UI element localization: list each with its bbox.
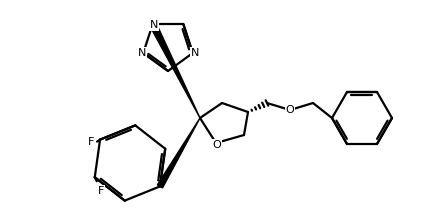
Polygon shape [158,118,200,188]
Text: N: N [149,20,158,30]
Text: N: N [190,48,199,58]
Polygon shape [150,22,200,118]
Text: O: O [285,105,294,115]
Text: F: F [88,137,94,147]
Text: N: N [138,48,146,58]
Text: O: O [213,140,221,150]
Text: F: F [98,186,104,196]
